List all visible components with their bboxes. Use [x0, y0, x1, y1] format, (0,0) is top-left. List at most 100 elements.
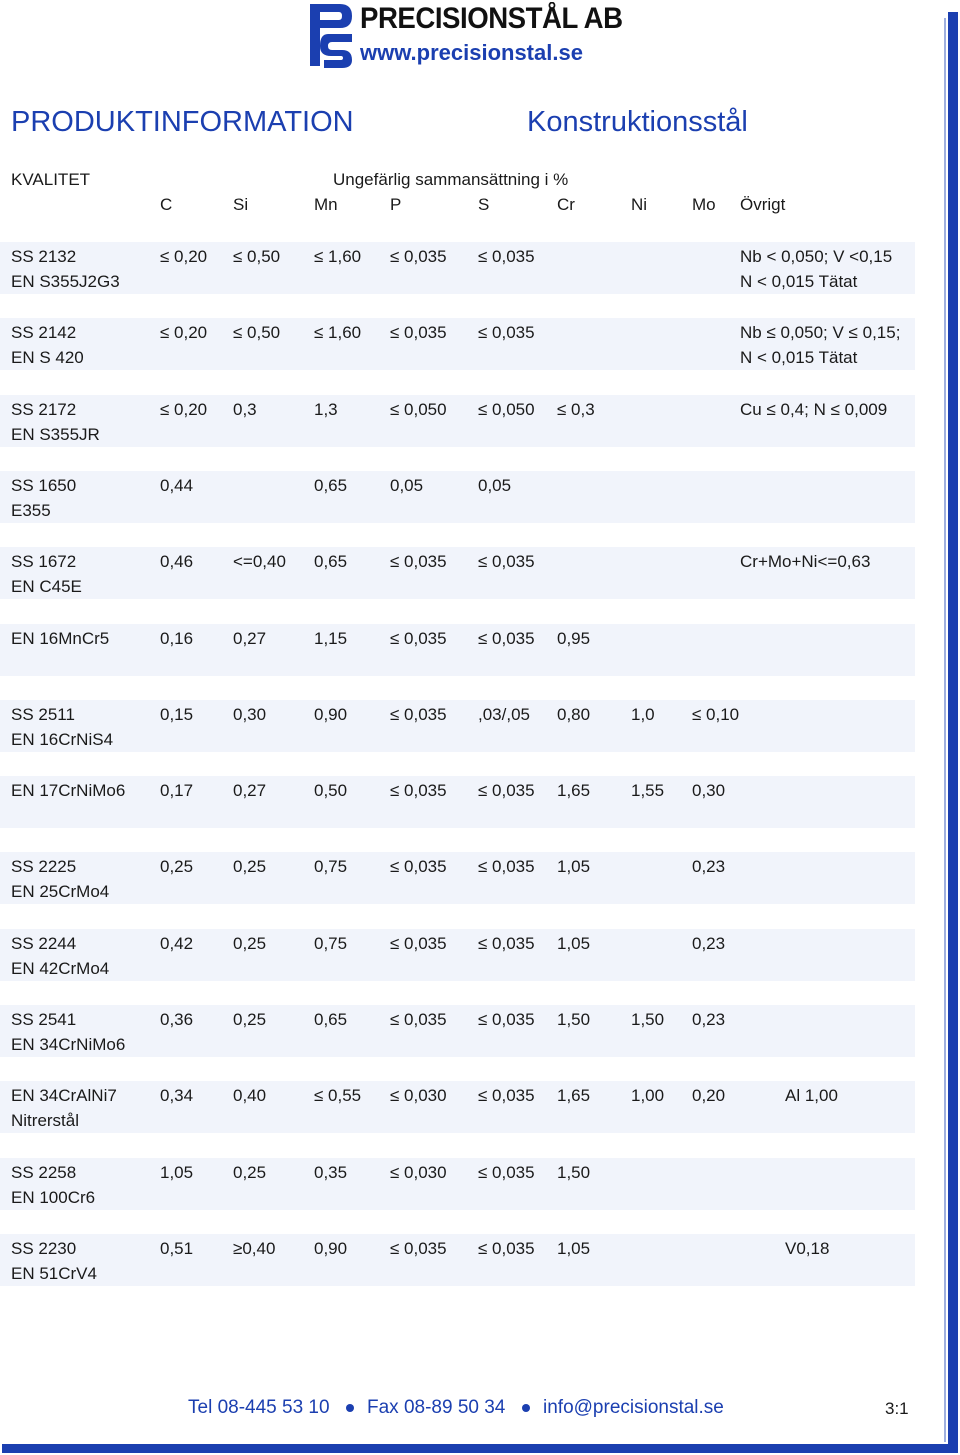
cell-si: 0,40 — [233, 1086, 267, 1105]
cell-c: 0,17 — [160, 781, 194, 800]
grade-alias: Nitrerstål — [11, 1111, 80, 1130]
cell-mo: 0,20 — [692, 1086, 726, 1105]
company-website[interactable]: www.precisionstal.se — [360, 40, 583, 65]
cell-ni: 1,0 — [631, 705, 655, 724]
cell-cr: 1,65 — [557, 1086, 591, 1105]
cell-other: Cu ≤ 0,4; N ≤ 0,009 — [740, 400, 888, 419]
table-row: SS 2142 EN S 420 ≤ 0,20 ≤ 0,50 ≤ 1,60 ≤ 0,035… — [0, 318, 915, 370]
cell-c: 0,16 — [160, 629, 194, 648]
table-row: SS 1672 EN C45E 0,46 <=0,40 0,65 ≤ 0,035 ≤ 0,0… — [0, 547, 915, 599]
cell-mo: 0,23 — [692, 934, 726, 953]
cell-p: ≤ 0,035 — [390, 705, 447, 724]
cell-cr: 1,65 — [557, 781, 591, 800]
grade-name: SS 2258 — [11, 1163, 77, 1182]
table-row: EN 34CrAlNi7 Nitrerstål 0,34 0,40 ≤ 0,55 ≤ 0,… — [0, 1081, 915, 1133]
cell-si: 0,25 — [233, 857, 267, 876]
cell-mn: 0,50 — [314, 781, 348, 800]
cell-mn: 1,15 — [314, 629, 348, 648]
page-frame-bottom — [2, 1444, 958, 1453]
cell-s: ≤ 0,035 — [478, 552, 535, 571]
grade-alias: EN S355J2G3 — [11, 272, 120, 291]
cell-s: ≤ 0,050 — [478, 400, 535, 419]
footer-phone[interactable]: Tel 08-445 53 10 — [188, 1397, 330, 1418]
column-header-c: C — [160, 195, 173, 214]
cell-c: 0,34 — [160, 1086, 194, 1105]
cell-mn: ≤ 1,60 — [314, 247, 362, 266]
grade-name: SS 1672 — [11, 552, 77, 571]
grade-name: SS 2142 — [11, 323, 77, 342]
cell-c: ≤ 0,20 — [160, 247, 208, 266]
cell-si: 0,27 — [233, 629, 267, 648]
column-header-mo: Mo — [692, 195, 716, 214]
cell-si: <=0,40 — [233, 552, 286, 571]
cell-ni: 1,55 — [631, 781, 665, 800]
grade-alias: EN C45E — [11, 577, 82, 596]
cell-cr: 0,80 — [557, 705, 591, 724]
cell-p: ≤ 0,035 — [390, 1239, 447, 1258]
cell-s: ,03/,05 — [478, 705, 530, 724]
cell-c: 1,05 — [160, 1163, 194, 1182]
cell-other-line2: N < 0,015 Tätat — [740, 348, 858, 367]
cell-s: ≤ 0,035 — [478, 629, 535, 648]
table-row: SS 2258 EN 100Cr6 1,05 0,25 0,35 ≤ 0,030 ≤ 0,0… — [0, 1158, 915, 1210]
grade-name: SS 2541 — [11, 1010, 77, 1029]
cell-c: ≤ 0,20 — [160, 323, 208, 342]
grade-name: SS 2230 — [11, 1239, 77, 1258]
table-row: SS 2230 EN 51CrV4 0,51 ≥0,40 0,90 ≤ 0,035 ≤ 0,… — [0, 1234, 915, 1286]
company-name: PRECISIONSTÅL AB — [360, 2, 623, 35]
cell-mn: ≤ 1,60 — [314, 323, 362, 342]
cell-mn: 0,65 — [314, 552, 348, 571]
grade-alias: EN S 420 — [11, 348, 84, 367]
cell-mn: 0,65 — [314, 476, 348, 495]
cell-si: 0,3 — [233, 400, 257, 419]
cell-p: ≤ 0,030 — [390, 1163, 447, 1182]
cell-c: 0,44 — [160, 476, 194, 495]
cell-cr: 1,50 — [557, 1163, 591, 1182]
cell-mn: 0,65 — [314, 1010, 348, 1029]
table-row: SS 1650 E355 0,44 0,65 0,05 0,05 — [0, 471, 915, 523]
cell-p: ≤ 0,035 — [390, 629, 447, 648]
cell-cr: 1,50 — [557, 1010, 591, 1029]
cell-si: 0,30 — [233, 705, 267, 724]
cell-mn: ≤ 0,55 — [314, 1086, 362, 1105]
table-row: SS 2225 EN 25CrMo4 0,25 0,25 0,75 ≤ 0,035 ≤ 0,… — [0, 852, 915, 904]
footer-separator-icon — [346, 1404, 354, 1412]
column-header-ovrigt: Övrigt — [740, 195, 786, 214]
grade-name: SS 2172 — [11, 400, 77, 419]
table-row: SS 2132 EN S355J2G3 ≤ 0,20 ≤ 0,50 ≤ 1,60 ≤ 0,… — [0, 242, 915, 294]
column-header-ni: Ni — [631, 195, 648, 214]
table-row: SS 2244 EN 42CrMo4 0,42 0,25 0,75 ≤ 0,035 ≤ 0,… — [0, 929, 915, 981]
cell-p: ≤ 0,035 — [390, 781, 447, 800]
grade-name: SS 2225 — [11, 857, 77, 876]
cell-cr: 1,05 — [557, 1239, 591, 1258]
page-frame-right — [948, 12, 958, 1452]
cell-other: Nb < 0,050; V <0,15 — [740, 247, 893, 266]
cell-c: ≤ 0,20 — [160, 400, 208, 419]
column-header-s: S — [478, 195, 490, 214]
page-subtitle: Konstruktionsstål — [527, 106, 748, 138]
page-number: 3:1 — [885, 1399, 909, 1418]
grade-name: EN 16MnCr5 — [11, 629, 110, 648]
footer-fax: Fax 08-89 50 34 — [367, 1397, 506, 1418]
page-frame-inner-line — [944, 18, 946, 1442]
cell-mn: 0,75 — [314, 857, 348, 876]
cell-p: ≤ 0,035 — [390, 247, 447, 266]
cell-other: Nb ≤ 0,050; V ≤ 0,15; — [740, 323, 901, 342]
grade-name: SS 2132 — [11, 247, 77, 266]
table-row: EN 16MnCr5 0,16 0,27 1,15 ≤ 0,035 ≤ 0,035 0,95 — [0, 624, 915, 676]
cell-s: ≤ 0,035 — [478, 1163, 535, 1182]
cell-c: 0,15 — [160, 705, 194, 724]
cell-other: V0,18 — [785, 1239, 830, 1258]
cell-mn: 0,90 — [314, 1239, 348, 1258]
cell-s: ≤ 0,035 — [478, 1239, 535, 1258]
grade-name: SS 1650 — [11, 476, 77, 495]
cell-mn: 0,35 — [314, 1163, 348, 1182]
cell-cr: 1,05 — [557, 934, 591, 953]
cell-cr: 1,05 — [557, 857, 591, 876]
cell-ni: 1,50 — [631, 1010, 665, 1029]
footer-email[interactable]: info@precisionstal.se — [543, 1397, 724, 1418]
quality-header: KVALITET — [11, 170, 91, 189]
footer-separator-icon — [522, 1404, 530, 1412]
grade-alias: EN 42CrMo4 — [11, 959, 110, 978]
cell-mn: 0,90 — [314, 705, 348, 724]
